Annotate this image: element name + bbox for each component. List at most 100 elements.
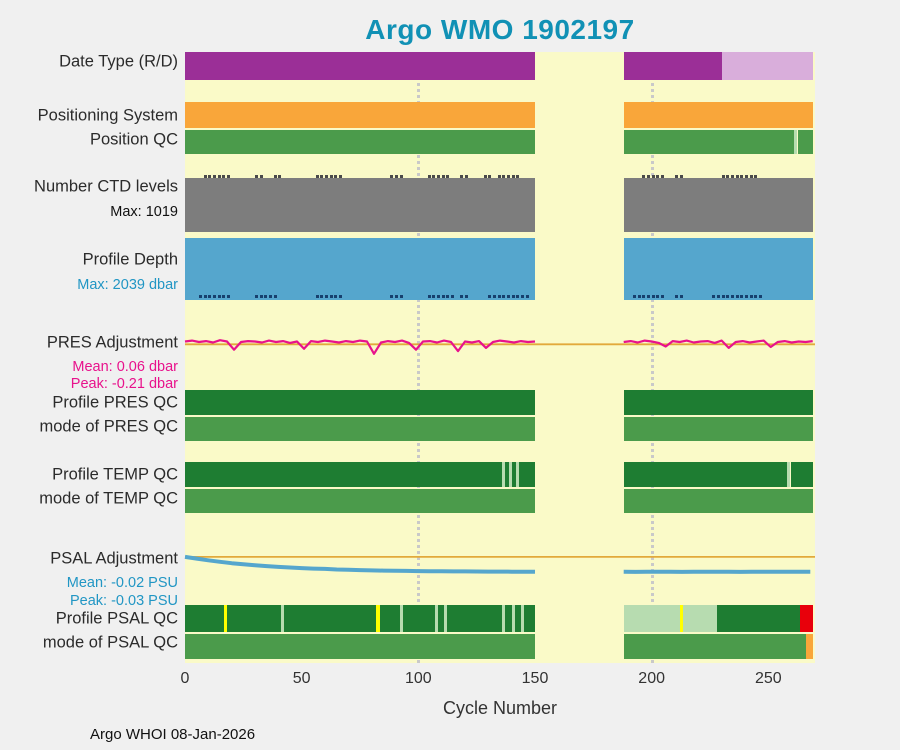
positioning-system-segment: [623, 102, 813, 128]
profile-depth-mark: [198, 295, 202, 298]
profile-psal-qc-segment: [223, 605, 227, 632]
gridline-x-200: [650, 52, 654, 663]
number-ctd-levels-mark: [740, 175, 744, 178]
profile-depth-mark: [334, 295, 338, 298]
position-qc-segment: [797, 130, 813, 154]
profile-psal-qc-segment: [799, 605, 813, 632]
profile-psal-qc-segment: [437, 605, 444, 632]
profile-depth-mark: [464, 295, 468, 298]
number-ctd-levels-mark: [441, 175, 445, 178]
profile-depth-mark: [525, 295, 529, 298]
profile-depth-mark: [329, 295, 333, 298]
number-ctd-levels-mark: [647, 175, 650, 178]
label-profile-pres-qc: Profile PRES QC: [52, 393, 178, 412]
date-type-rd-segment: [721, 52, 813, 80]
number-ctd-levels-mark: [339, 175, 342, 178]
profile-depth-mark: [446, 295, 450, 298]
profile-psal-qc-segment: [447, 605, 503, 632]
x-axis: 0 50 100 150 200 250: [181, 670, 815, 692]
x-tick-200: 200: [638, 670, 666, 687]
profile-depth-mark: [315, 295, 319, 298]
profile-depth-mark: [749, 295, 753, 298]
profile-depth-mark: [637, 295, 641, 298]
profile-psal-qc-segment: [514, 605, 521, 632]
position-qc-segment: [623, 130, 794, 154]
profile-depth-mark: [212, 295, 216, 298]
number-ctd-levels-mark: [390, 175, 394, 178]
number-ctd-levels-mark: [721, 175, 725, 178]
number-ctd-levels-mark: [399, 175, 403, 178]
number-ctd-levels-mark: [222, 175, 226, 178]
number-ctd-levels-mark: [744, 175, 748, 178]
profile-psal-qc-segment: [511, 605, 515, 632]
number-ctd-levels-mark: [208, 175, 212, 178]
profile-depth-mark: [521, 295, 524, 298]
number-ctd-levels-mark: [227, 175, 230, 178]
profile-temp-qc-segment: [502, 462, 506, 487]
pres-adjustment-plot: [184, 339, 815, 355]
profile-depth-mark: [516, 295, 520, 298]
profile-depth-mark: [759, 295, 762, 298]
profile-psal-qc-segment: [402, 605, 435, 632]
profile-depth-mark: [320, 295, 324, 298]
number-ctd-levels-mark: [488, 175, 492, 178]
footer-attribution: Argo WHOI 08-Jan-2026: [90, 726, 256, 743]
profile-depth-mark: [399, 295, 403, 298]
mode-pres-qc-segment: [185, 417, 535, 441]
profile-depth-mark: [511, 295, 515, 298]
profile-depth-mark: [712, 295, 716, 298]
x-tick-50: 50: [292, 670, 311, 687]
number-ctd-levels-mark: [749, 175, 753, 178]
number-ctd-levels-mark: [497, 175, 501, 178]
profile-psal-qc-segment: [505, 605, 512, 632]
number-ctd-levels-mark: [511, 175, 515, 178]
profile-depth-mark: [203, 295, 207, 298]
profile-depth-mark: [208, 295, 212, 298]
label-ctd-max: Max: 1019: [110, 204, 178, 220]
profile-depth-mark: [497, 295, 501, 298]
profile-depth-mark: [227, 295, 230, 298]
profile-depth-mark: [324, 295, 328, 298]
number-ctd-levels-mark: [432, 175, 436, 178]
plot-area: [184, 52, 815, 663]
label-mode-psal-qc: mode of PSAL QC: [42, 633, 178, 652]
number-ctd-levels-mark: [329, 175, 333, 178]
profile-psal-qc-segment: [399, 605, 403, 632]
profile-depth-mark: [441, 295, 445, 298]
label-psal-peak: Peak: -0.03 PSU: [70, 593, 178, 609]
number-ctd-levels-mark: [656, 175, 660, 178]
number-ctd-levels-mark: [217, 175, 221, 178]
label-pres-adjustment: PRES Adjustment: [46, 333, 178, 352]
profile-depth-mark: [726, 295, 730, 298]
page-title: Argo WMO 1902197: [365, 14, 635, 45]
profile-temp-qc-segment: [519, 462, 535, 487]
profile-depth-mark: [744, 295, 748, 298]
mode-temp-qc-segment: [623, 489, 813, 513]
number-ctd-levels-mark: [427, 175, 431, 178]
profile-depth-mark: [460, 295, 464, 298]
number-ctd-levels-mark: [324, 175, 328, 178]
profile-psal-qc-segment: [227, 605, 281, 632]
row-number-ctd-levels: [185, 175, 815, 232]
number-ctd-levels-mark: [735, 175, 739, 178]
number-ctd-levels-mark: [254, 175, 258, 178]
number-ctd-levels-mark: [273, 175, 277, 178]
mode-psal-qc-segment: [185, 634, 535, 659]
profile-depth-mark: [507, 295, 510, 298]
mode-pres-qc-segment: [623, 417, 813, 441]
profile-depth-mark: [259, 295, 263, 298]
number-ctd-levels-mark: [446, 175, 450, 178]
profile-psal-qc-segment: [379, 605, 400, 632]
number-ctd-levels-mark: [754, 175, 758, 178]
profile-depth-mark: [661, 295, 664, 298]
profile-psal-qc-segment: [283, 605, 377, 632]
profile-depth-mark: [432, 295, 436, 298]
number-ctd-levels-mark: [460, 175, 464, 178]
profile-temp-qc-segment: [516, 462, 520, 487]
left-labels: Date Type (R/D) Positioning System Positio…: [0, 0, 178, 700]
profile-depth-mark: [717, 295, 720, 298]
profile-pres-qc-segment: [623, 390, 813, 415]
position-qc-segment: [794, 130, 798, 154]
number-ctd-levels-mark: [334, 175, 338, 178]
profile-depth-mark: [642, 295, 646, 298]
